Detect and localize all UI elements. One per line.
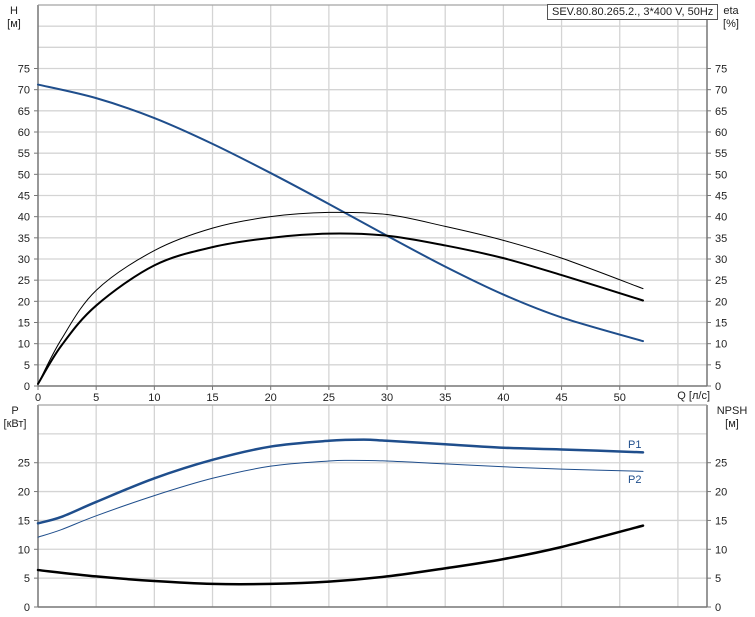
- y-axis-left-label-p: P [кВт]: [3, 405, 27, 430]
- curve-p2: [37, 459, 644, 538]
- y-tick-label-right: 0: [715, 381, 721, 393]
- curve-npsh: [36, 524, 645, 586]
- x-tick-label: 20: [265, 392, 277, 404]
- x-tick-label: 5: [93, 392, 99, 404]
- series-label-p2: P2: [628, 474, 642, 486]
- x-tick-label: 35: [439, 392, 451, 404]
- y-tick-label-right: 20: [715, 296, 727, 308]
- x-tick-label: 25: [323, 392, 335, 404]
- y-axis-right-label-npsh: NPSH [м]: [716, 405, 748, 430]
- y-tick-label-right: 50: [715, 169, 727, 181]
- y-tick-label-right: 45: [715, 191, 727, 203]
- y-tick-label-left: 20: [18, 487, 30, 499]
- y-tick-label-right: 40: [715, 212, 727, 224]
- x-tick-label: 40: [497, 392, 509, 404]
- curve-p1: [36, 438, 645, 525]
- y-tick-label-right: 70: [715, 85, 727, 97]
- y-tick-label-left: 40: [18, 212, 30, 224]
- y-tick-label-left: 5: [24, 573, 30, 585]
- y-tick-label-left: 20: [18, 296, 30, 308]
- y-tick-label-left: 10: [18, 339, 30, 351]
- x-tick-label: 10: [148, 392, 160, 404]
- y-tick-label-left: 0: [24, 381, 30, 393]
- y-tick-label-right: 65: [715, 106, 727, 118]
- y-tick-label-left: 70: [18, 85, 30, 97]
- y-tick-label-right: 10: [715, 544, 727, 556]
- chart-title-box: SEV.80.80.265.2., 3*400 V, 50Hz: [547, 4, 719, 20]
- y-tick-label-left: 50: [18, 169, 30, 181]
- y-axis-left-label-h: H [м]: [7, 5, 21, 30]
- curve-h: [37, 83, 645, 343]
- y-tick-label-left: 45: [18, 191, 30, 203]
- y-tick-label-right: 60: [715, 127, 727, 139]
- y-tick-label-left: 65: [18, 106, 30, 118]
- x-tick-label: 30: [381, 392, 393, 404]
- x-tick-label: 50: [614, 392, 626, 404]
- y-tick-label-right: 15: [715, 515, 727, 527]
- y-axis-right-label-eta: eta [%]: [723, 5, 739, 30]
- y-tick-label-left: 30: [18, 254, 30, 266]
- y-tick-label-right: 75: [715, 64, 727, 76]
- y-tick-label-left: 10: [18, 544, 30, 556]
- y-tick-label-right: 25: [715, 275, 727, 287]
- series-label-p1: P1: [628, 439, 642, 451]
- x-axis-label: Q [л/с]: [677, 390, 710, 402]
- curve-eta-thin: [37, 211, 644, 385]
- y-tick-label-right: 5: [715, 360, 721, 372]
- y-tick-label-left: 15: [18, 318, 30, 330]
- y-tick-label-left: 15: [18, 515, 30, 527]
- y-tick-label-left: 0: [24, 602, 30, 614]
- y-tick-label-right: 25: [715, 458, 727, 470]
- y-tick-label-left: 75: [18, 64, 30, 76]
- x-tick-label: 0: [35, 392, 41, 404]
- y-tick-label-right: 10: [715, 339, 727, 351]
- y-tick-label-right: 5: [715, 573, 721, 585]
- y-tick-label-left: 25: [18, 275, 30, 287]
- y-tick-label-left: 25: [18, 458, 30, 470]
- y-tick-label-right: 55: [715, 148, 727, 160]
- y-tick-label-right: 0: [715, 602, 721, 614]
- y-tick-label-left: 5: [24, 360, 30, 372]
- y-tick-label-left: 35: [18, 233, 30, 245]
- x-tick-label: 15: [206, 392, 218, 404]
- y-tick-label-right: 30: [715, 254, 727, 266]
- y-tick-label-left: 60: [18, 127, 30, 139]
- y-tick-label-right: 20: [715, 487, 727, 499]
- curve-eta-thick: [37, 232, 645, 385]
- y-tick-label-right: 15: [715, 318, 727, 330]
- y-tick-label-right: 35: [715, 233, 727, 245]
- y-tick-label-left: 55: [18, 148, 30, 160]
- x-tick-label: 45: [555, 392, 567, 404]
